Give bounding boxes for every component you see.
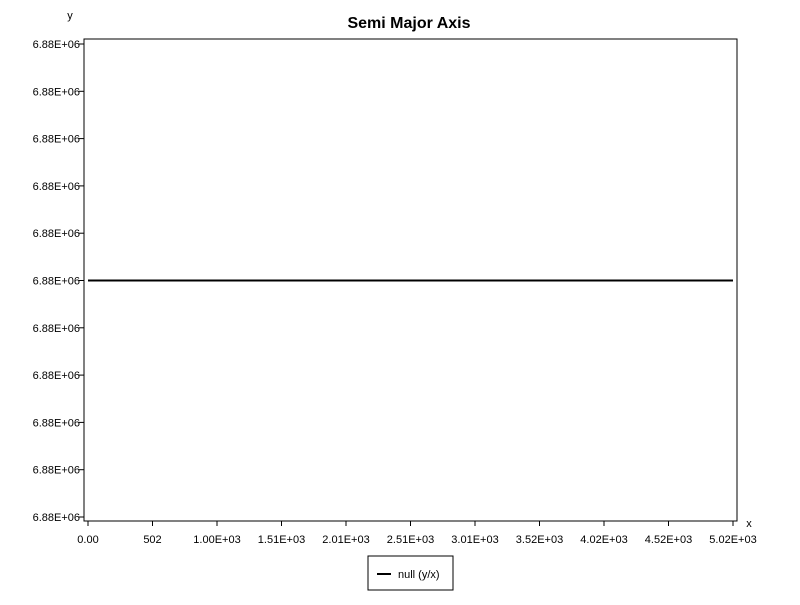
x-tick-label: 4.02E+03	[580, 534, 627, 546]
x-tick-label: 2.01E+03	[322, 534, 369, 546]
x-tick-label: 5.02E+03	[709, 534, 756, 546]
y-tick-label: 6.88E+06	[33, 512, 80, 524]
x-tick-label: 3.52E+03	[516, 534, 563, 546]
y-axis-label: y	[67, 10, 73, 22]
x-tick-label: 1.00E+03	[193, 534, 240, 546]
y-tick-label: 6.88E+06	[33, 181, 80, 193]
tick-labels: 0.00 502 1.00E+03 1.51E+03 2.01E+03 2.51E+03 3…	[33, 39, 757, 546]
x-tick-label: 3.01E+03	[451, 534, 498, 546]
y-tick-label: 6.88E+06	[33, 39, 80, 51]
x-tick-label: 2.51E+03	[387, 534, 434, 546]
x-tick-label: 4.52E+03	[645, 534, 692, 546]
y-tick-label: 6.88E+06	[33, 86, 80, 98]
legend: null (y/x)	[367, 555, 454, 591]
axes	[79, 38, 738, 526]
x-axis-label: x	[746, 518, 752, 530]
y-tick-label: 6.88E+06	[33, 323, 80, 335]
y-tick-label: 6.88E+06	[33, 465, 80, 477]
y-tick-label: 6.88E+06	[33, 276, 80, 288]
y-tick-label: 6.88E+06	[33, 370, 80, 382]
x-tick-label: 1.51E+03	[258, 534, 305, 546]
x-tick-label: 0.00	[77, 534, 98, 546]
y-tick-label: 6.88E+06	[33, 417, 80, 429]
chart-title: Semi Major Axis	[347, 15, 470, 32]
legend-item-label: null (y/x)	[398, 569, 440, 581]
y-tick-label: 6.88E+06	[33, 228, 80, 240]
x-tick-label: 502	[143, 534, 161, 546]
y-tick-label: 6.88E+06	[33, 134, 80, 146]
